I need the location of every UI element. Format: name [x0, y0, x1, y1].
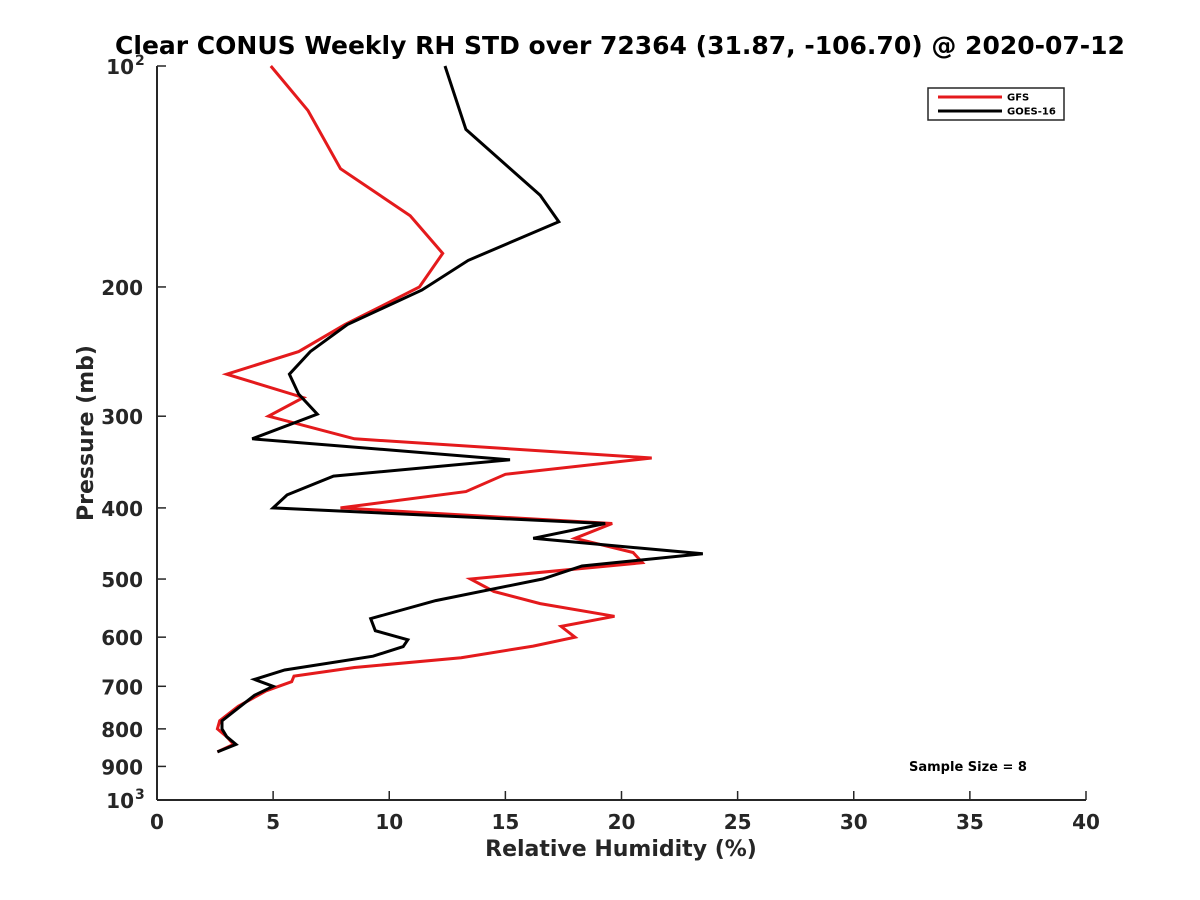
sample-size-annotation: Sample Size = 8	[909, 760, 1027, 775]
x-tick-label: 15	[491, 810, 519, 834]
series-lines	[215, 65, 703, 754]
legend-box	[927, 87, 1065, 121]
x-tick-label: 10	[375, 810, 403, 834]
x-axis-label: Relative Humidity (%)	[485, 837, 757, 862]
x-tick-label: 0	[150, 810, 164, 834]
y-tick-label: 700	[101, 675, 143, 699]
x-tick-label: 5	[266, 810, 280, 834]
legend-label: GOES-16	[1007, 107, 1056, 118]
y-tick-label: 900	[101, 755, 143, 779]
y-tick-exponent: 3	[135, 787, 145, 803]
legend-label: GFS	[1007, 93, 1029, 104]
y-tick-label: 500	[101, 568, 143, 592]
x-tick-label: 25	[724, 810, 752, 834]
x-tick-label: 30	[840, 810, 868, 834]
chart-title: Clear CONUS Weekly RH STD over 72364 (31…	[115, 31, 1125, 60]
y-axis-label: Pressure (mb)	[74, 345, 99, 521]
x-axis: 0 5 10 15 20 25 30 35 40	[150, 791, 1100, 834]
y-tick-label: 600	[101, 626, 143, 650]
y-tick-exponent: 2	[135, 53, 145, 69]
y-tick-label: 10	[106, 55, 134, 79]
y-tick-label: 800	[101, 718, 143, 742]
series-line-gfs	[215, 65, 652, 754]
x-tick-label: 20	[608, 810, 636, 834]
x-tick-label: 35	[956, 810, 984, 834]
y-tick-label: 300	[101, 405, 143, 429]
series-line-goes-16	[216, 65, 703, 754]
y-tick-label: 200	[101, 276, 143, 300]
y-tick-label: 400	[101, 497, 143, 521]
legend: GFS GOES-16	[927, 87, 1065, 121]
x-tick-label: 40	[1072, 810, 1100, 834]
plot-frame	[156, 66, 1086, 801]
y-tick-label: 10	[106, 789, 134, 813]
